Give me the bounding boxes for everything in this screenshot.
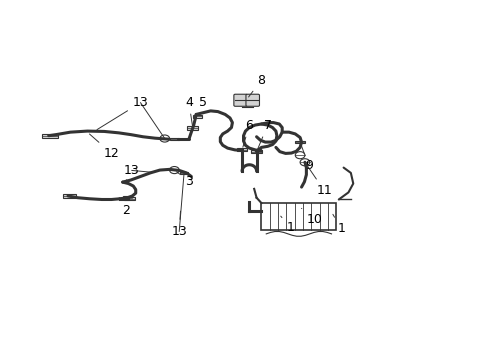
Text: 1: 1: [280, 216, 294, 234]
Text: 12: 12: [89, 134, 119, 160]
Circle shape: [295, 152, 305, 159]
Text: 13: 13: [124, 164, 140, 181]
Bar: [122, 196, 132, 199]
Text: 2: 2: [122, 198, 130, 217]
Text: 5: 5: [198, 95, 207, 116]
Text: 13: 13: [97, 96, 148, 130]
Bar: [295, 141, 304, 143]
FancyBboxPatch shape: [245, 94, 259, 106]
Bar: [170, 138, 179, 140]
Bar: [42, 134, 58, 138]
Circle shape: [169, 167, 179, 174]
Bar: [124, 197, 134, 200]
Bar: [236, 148, 247, 151]
Circle shape: [300, 159, 309, 166]
Text: 1: 1: [332, 214, 345, 235]
Text: 8: 8: [248, 73, 265, 97]
Circle shape: [160, 135, 169, 142]
FancyBboxPatch shape: [233, 94, 247, 106]
Bar: [192, 115, 202, 118]
Text: 11: 11: [306, 165, 331, 197]
Bar: [187, 126, 198, 130]
Bar: [261, 203, 336, 230]
Bar: [62, 194, 76, 198]
Text: 4: 4: [184, 95, 192, 125]
Text: 13: 13: [171, 211, 187, 238]
Text: 6: 6: [243, 118, 253, 147]
Text: 9: 9: [301, 145, 312, 172]
Bar: [180, 172, 188, 174]
Text: 7: 7: [257, 118, 271, 149]
Text: 3: 3: [176, 172, 192, 188]
Text: 10: 10: [301, 208, 322, 226]
Bar: [251, 150, 261, 153]
